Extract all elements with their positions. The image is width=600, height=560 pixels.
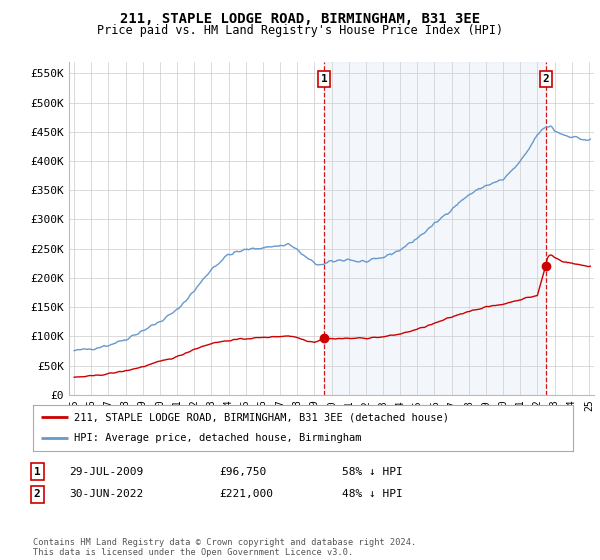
Text: 58% ↓ HPI: 58% ↓ HPI [342, 466, 403, 477]
Text: £221,000: £221,000 [219, 489, 273, 500]
Text: 211, STAPLE LODGE ROAD, BIRMINGHAM, B31 3EE (detached house): 211, STAPLE LODGE ROAD, BIRMINGHAM, B31 … [74, 412, 449, 422]
Text: 2: 2 [34, 489, 41, 500]
Text: Contains HM Land Registry data © Crown copyright and database right 2024.
This d: Contains HM Land Registry data © Crown c… [33, 538, 416, 557]
Text: 2: 2 [542, 74, 549, 84]
Text: 30-JUN-2022: 30-JUN-2022 [69, 489, 143, 500]
Bar [324, 62, 546, 395]
Text: 211, STAPLE LODGE ROAD, BIRMINGHAM, B31 3EE: 211, STAPLE LODGE ROAD, BIRMINGHAM, B31 … [120, 12, 480, 26]
Text: Price paid vs. HM Land Registry's House Price Index (HPI): Price paid vs. HM Land Registry's House … [97, 24, 503, 36]
Text: 1: 1 [34, 466, 41, 477]
Text: 1: 1 [321, 74, 328, 84]
Text: HPI: Average price, detached house, Birmingham: HPI: Average price, detached house, Birm… [74, 433, 361, 444]
Text: 29-JUL-2009: 29-JUL-2009 [69, 466, 143, 477]
Text: 48% ↓ HPI: 48% ↓ HPI [342, 489, 403, 500]
Text: £96,750: £96,750 [219, 466, 266, 477]
